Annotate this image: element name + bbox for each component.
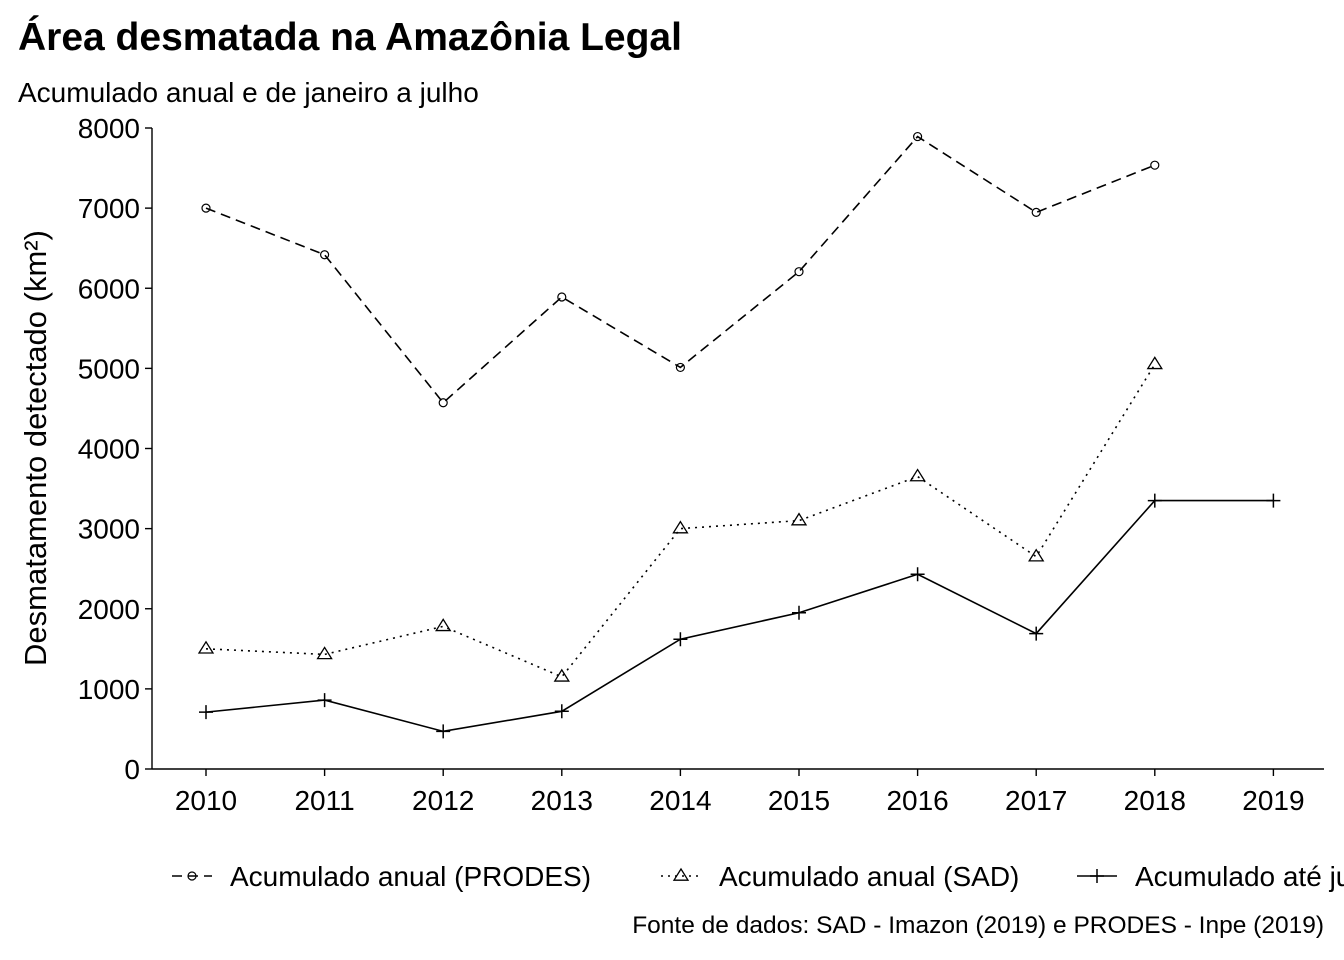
y-tick-label: 1000 — [78, 674, 140, 705]
x-tick-label: 2018 — [1124, 785, 1186, 816]
y-tick-label: 0 — [124, 754, 140, 785]
x-tick-label: 2015 — [768, 785, 830, 816]
data-point — [1031, 207, 1041, 217]
chart-caption: Fonte de dados: SAD - Imazon (2019) e PR… — [632, 912, 1324, 939]
series-1 — [201, 131, 1160, 408]
data-point — [909, 468, 926, 482]
data-point — [435, 618, 452, 632]
x-tick-label: 2010 — [175, 785, 237, 816]
data-point — [197, 640, 215, 654]
data-point — [553, 668, 570, 682]
x-tick-label: 2014 — [649, 785, 711, 816]
x-tick-label: 2017 — [1005, 785, 1067, 816]
data-point — [201, 203, 211, 213]
y-tick-label: 5000 — [78, 353, 140, 384]
data-point — [912, 131, 923, 142]
legend-item-1: Acumulado anual (PRODES) — [172, 861, 591, 892]
data-point — [1028, 548, 1045, 562]
data-point — [672, 520, 689, 534]
x-tick-label: 2019 — [1242, 785, 1304, 816]
data-point — [1147, 493, 1162, 508]
data-point — [320, 250, 330, 260]
y-tick-label: 7000 — [78, 193, 140, 224]
chart-subtitle: Acumulado anual e de janeiro a julho — [18, 77, 479, 108]
x-tick-label: 2016 — [886, 785, 948, 816]
y-tick-label: 8000 — [78, 113, 140, 144]
y-tick-label: 2000 — [78, 594, 140, 625]
data-point — [554, 704, 569, 719]
y-axis-title: Desmatamento detectado (km²) — [18, 230, 53, 666]
y-tick-label: 3000 — [78, 514, 140, 545]
legend: Acumulado anual (PRODES) Acumulado anual … — [172, 861, 1344, 892]
series-layer — [197, 131, 1281, 739]
data-point — [316, 646, 333, 660]
data-point — [794, 267, 804, 277]
legend-key-marker — [187, 871, 197, 881]
data-point — [557, 292, 567, 302]
data-point — [199, 705, 213, 720]
data-point — [317, 693, 332, 708]
data-point — [1150, 160, 1160, 170]
y-tick-label: 6000 — [78, 273, 140, 304]
data-point — [910, 567, 925, 582]
data-point — [675, 362, 686, 373]
x-tick-label: 2012 — [412, 785, 474, 816]
data-point — [438, 398, 448, 408]
series-line — [205, 135, 1156, 404]
data-point — [1146, 356, 1163, 370]
legend-key-marker — [672, 867, 690, 881]
legend-item-2: Acumulado anual (SAD) — [661, 861, 1019, 892]
legend-label: Acumulado anual (SAD) — [719, 861, 1019, 892]
y-tick-label: 4000 — [78, 434, 140, 465]
axes: 0 1000 2000 3000 4000 5000 6000 7000 8000 2010 201… — [78, 113, 1324, 816]
legend-label: Acumulado até julho (SAD) — [1135, 861, 1344, 892]
x-tick-label: 2013 — [531, 785, 593, 816]
data-point — [673, 632, 688, 647]
legend-label: Acumulado anual (PRODES) — [230, 861, 591, 892]
data-point — [1266, 493, 1281, 508]
data-point — [792, 605, 806, 620]
x-tick-label: 2011 — [294, 785, 354, 816]
data-point — [1029, 626, 1044, 641]
legend-key-marker — [1090, 869, 1104, 883]
data-point — [436, 724, 451, 739]
series-3 — [199, 493, 1281, 739]
data-point — [790, 512, 808, 526]
chart-title: Área desmatada na Amazônia Legal — [18, 15, 682, 59]
series-line — [205, 499, 1274, 733]
legend-item-3: Acumulado até julho (SAD) — [1077, 861, 1344, 892]
series-2 — [197, 356, 1163, 682]
